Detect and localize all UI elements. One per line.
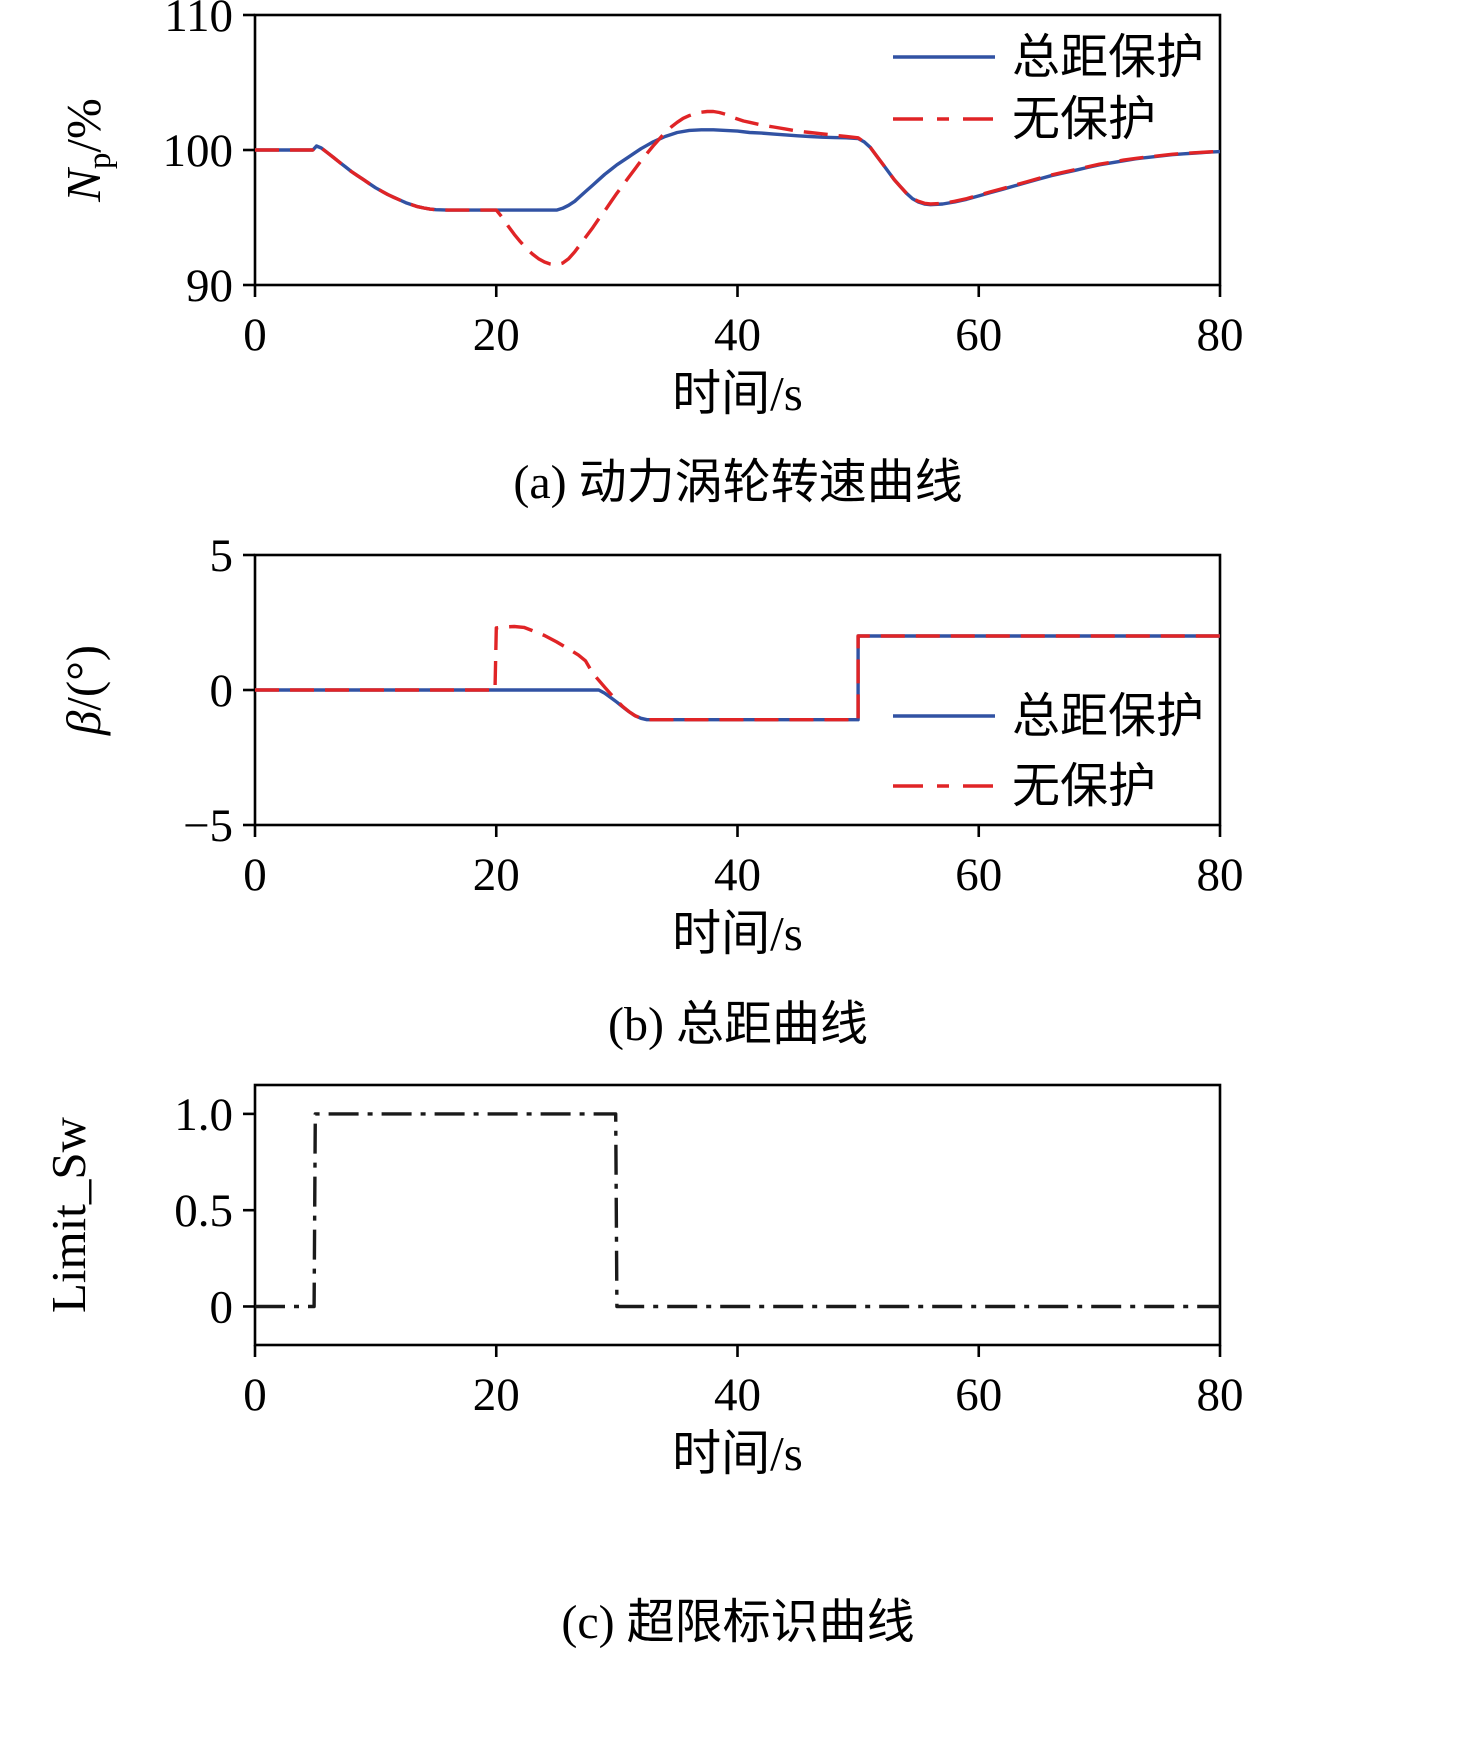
y-tick-label: 0.5 bbox=[174, 1185, 233, 1237]
caption-b: (b) 总距曲线 bbox=[608, 998, 868, 1051]
y-tick-label: 0 bbox=[210, 1281, 234, 1333]
y-tick-label: 1.0 bbox=[174, 1089, 233, 1141]
y-axis-label: β/(°) bbox=[56, 645, 111, 736]
y-axis-label: Limit_Sw bbox=[41, 1116, 96, 1313]
x-axis-label: 时间/s bbox=[672, 366, 803, 420]
x-tick-label: 20 bbox=[473, 1369, 520, 1421]
series-limit bbox=[255, 1112, 1220, 1309]
y-tick-label: 5 bbox=[210, 530, 234, 582]
x-tick-label: 0 bbox=[243, 1369, 267, 1421]
x-tick-label: 40 bbox=[714, 849, 761, 901]
series-unprotected bbox=[255, 624, 1220, 722]
x-tick-label: 80 bbox=[1197, 1369, 1244, 1421]
x-tick-label: 20 bbox=[473, 849, 520, 901]
legend-label: 无保护 bbox=[1012, 93, 1156, 146]
figure-b: 0 20 40 60 80 5 0 −5 时间/s β/(°) 总距保护 无保护 (b) 总距曲线 bbox=[0, 520, 1476, 1054]
y-tick-label: 0 bbox=[210, 665, 234, 717]
x-axis-label: 时间/s bbox=[672, 1426, 803, 1481]
legend-label: 总距保护 bbox=[1012, 31, 1204, 84]
caption-c: (c) 超限标识曲线 bbox=[561, 1596, 915, 1649]
y-tick-label: 110 bbox=[164, 0, 233, 42]
x-tick-label: 0 bbox=[243, 849, 267, 901]
x-tick-label: 40 bbox=[714, 1369, 761, 1421]
caption-a: (a) 动力涡轮转速曲线 bbox=[513, 456, 963, 509]
x-tick-label: 60 bbox=[955, 309, 1002, 361]
legend-label: 总距保护 bbox=[1012, 690, 1204, 743]
y-axis-label: Np/% bbox=[56, 98, 118, 203]
figure-a: 0 20 40 60 80 110 100 90 时间/s Np/% 总距保护无保护 (a) 动力涡… bbox=[0, 0, 1476, 512]
x-tick-label: 80 bbox=[1197, 309, 1244, 361]
y-tick-label: 90 bbox=[186, 260, 233, 312]
x-tick-label: 20 bbox=[473, 309, 520, 361]
figure-c: 0 20 40 60 80 1.0 0.5 0 时间/s Limit_Sw (c) 超限标识曲线 bbox=[0, 1060, 1476, 1652]
x-tick-label: 60 bbox=[955, 849, 1002, 901]
x-tick-label: 40 bbox=[714, 309, 761, 361]
y-tick-label: 100 bbox=[163, 125, 234, 177]
chart-c-canvas: 0 20 40 60 80 1.0 0.5 0 时间/s Limit_Sw bbox=[41, 1083, 1244, 1481]
x-tick-label: 60 bbox=[955, 1369, 1002, 1421]
legend-label: 无保护 bbox=[1012, 760, 1156, 813]
x-tick-label: 80 bbox=[1197, 849, 1244, 901]
x-axis-label: 时间/s bbox=[672, 906, 803, 960]
x-tick-label: 0 bbox=[243, 309, 267, 361]
y-tick-label: −5 bbox=[183, 800, 233, 852]
series-unprotected bbox=[255, 109, 1221, 267]
